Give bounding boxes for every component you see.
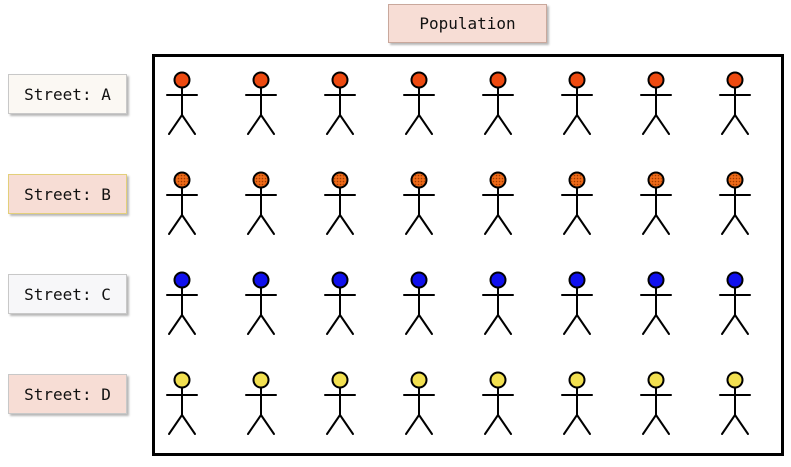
person-figure-d-4 [403, 371, 435, 435]
person-figure-a-3 [324, 71, 356, 135]
person-figure-b-2 [245, 171, 277, 235]
person-figure-c-5 [482, 271, 514, 335]
person-figure-d-3 [324, 371, 356, 435]
person-figure-a-7 [640, 71, 672, 135]
person-figure-d-5 [482, 371, 514, 435]
person-figure-c-8 [719, 271, 751, 335]
person-figure-a-1 [166, 71, 198, 135]
person-figure-d-8 [719, 371, 751, 435]
person-figure-a-4 [403, 71, 435, 135]
person-figure-a-6 [561, 71, 593, 135]
person-figure-c-3 [324, 271, 356, 335]
person-figure-b-7 [640, 171, 672, 235]
person-figure-c-6 [561, 271, 593, 335]
person-figure-b-6 [561, 171, 593, 235]
person-figure-d-7 [640, 371, 672, 435]
person-figure-c-1 [166, 271, 198, 335]
person-figure-a-8 [719, 71, 751, 135]
person-figure-c-2 [245, 271, 277, 335]
population-title: Population [388, 4, 547, 43]
person-figure-b-4 [403, 171, 435, 235]
street-label-c: Street: C [8, 274, 127, 314]
person-figure-a-5 [482, 71, 514, 135]
person-figure-b-1 [166, 171, 198, 235]
person-figure-b-8 [719, 171, 751, 235]
person-figure-d-6 [561, 371, 593, 435]
person-figure-c-4 [403, 271, 435, 335]
street-label-d: Street: D [8, 374, 127, 414]
person-figure-c-7 [640, 271, 672, 335]
person-figure-d-2 [245, 371, 277, 435]
person-figure-b-5 [482, 171, 514, 235]
person-figure-a-2 [245, 71, 277, 135]
person-figure-d-1 [166, 371, 198, 435]
street-label-a: Street: A [8, 74, 127, 114]
street-label-b: Street: B [8, 174, 127, 214]
person-figure-b-3 [324, 171, 356, 235]
